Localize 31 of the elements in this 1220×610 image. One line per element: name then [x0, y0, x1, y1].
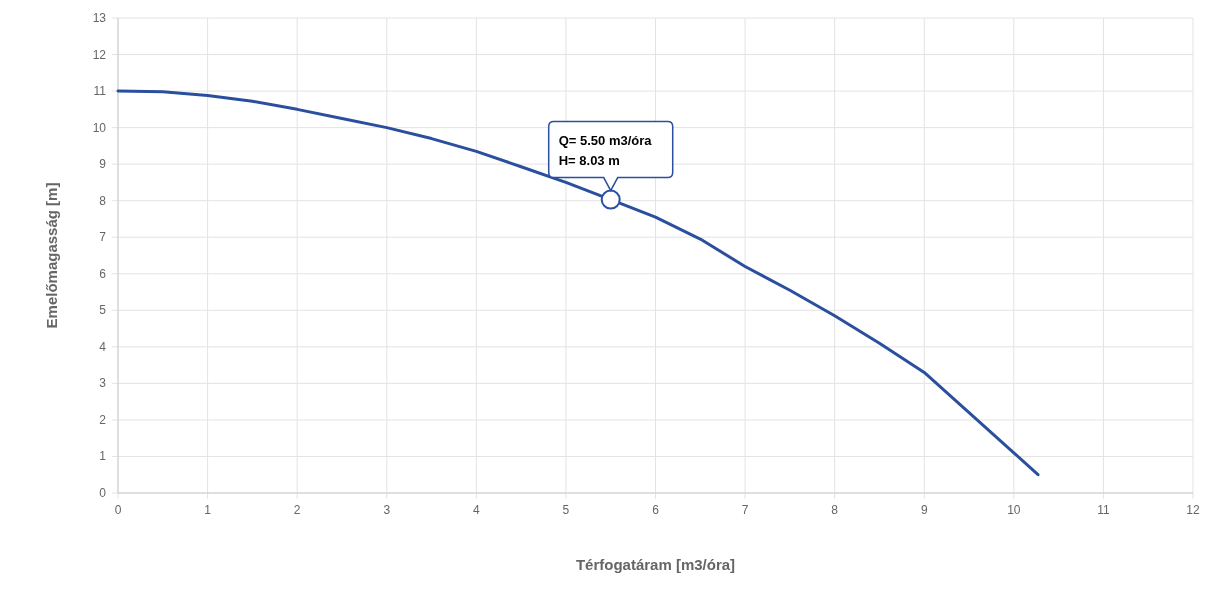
x-axis-title: Térfogatáram [m3/óra]	[575, 556, 736, 573]
y-tick-label: 5	[99, 303, 107, 318]
x-tick-label: 11	[1097, 503, 1110, 517]
x-tick-label: 3	[383, 503, 391, 517]
y-tick-label: 4	[99, 339, 107, 354]
x-tick-label: 8	[831, 503, 839, 517]
y-tick-label: 0	[99, 486, 107, 500]
y-tick-label: 3	[99, 376, 107, 391]
x-tick-label: 2	[293, 503, 301, 517]
y-axis-title: Emelőmagasság [m]	[43, 182, 60, 329]
annotation: Q= 5.50 m3/óra H= 8.03 m	[558, 132, 653, 168]
x-tick-label: 5	[562, 503, 570, 517]
y-tick-label: 9	[99, 157, 107, 172]
y-tick-label: 7	[99, 230, 107, 245]
x-tick-label: 1	[204, 503, 212, 517]
y-tick-label: 2	[99, 412, 107, 427]
y-tick-label: 12	[92, 47, 107, 62]
y-tick-label: 11	[93, 84, 107, 99]
y-tick-label: 8	[99, 193, 107, 208]
x-tick-label: 9	[920, 503, 928, 517]
x-tick-label: 4	[472, 503, 480, 517]
y-tick-label: 1	[99, 449, 107, 464]
y-tick-label: 10	[92, 120, 107, 135]
x-tick-label: 12	[1186, 503, 1200, 517]
line-series	[116, 89, 1040, 477]
x-tick-label: 10	[1007, 503, 1021, 517]
y-tick-label: 6	[99, 266, 107, 281]
y-tick-label: 13	[92, 11, 107, 25]
x-tick-label: 7	[741, 503, 749, 517]
x-tick-label: 6	[652, 503, 660, 517]
x-tick-label: 0	[114, 503, 122, 517]
